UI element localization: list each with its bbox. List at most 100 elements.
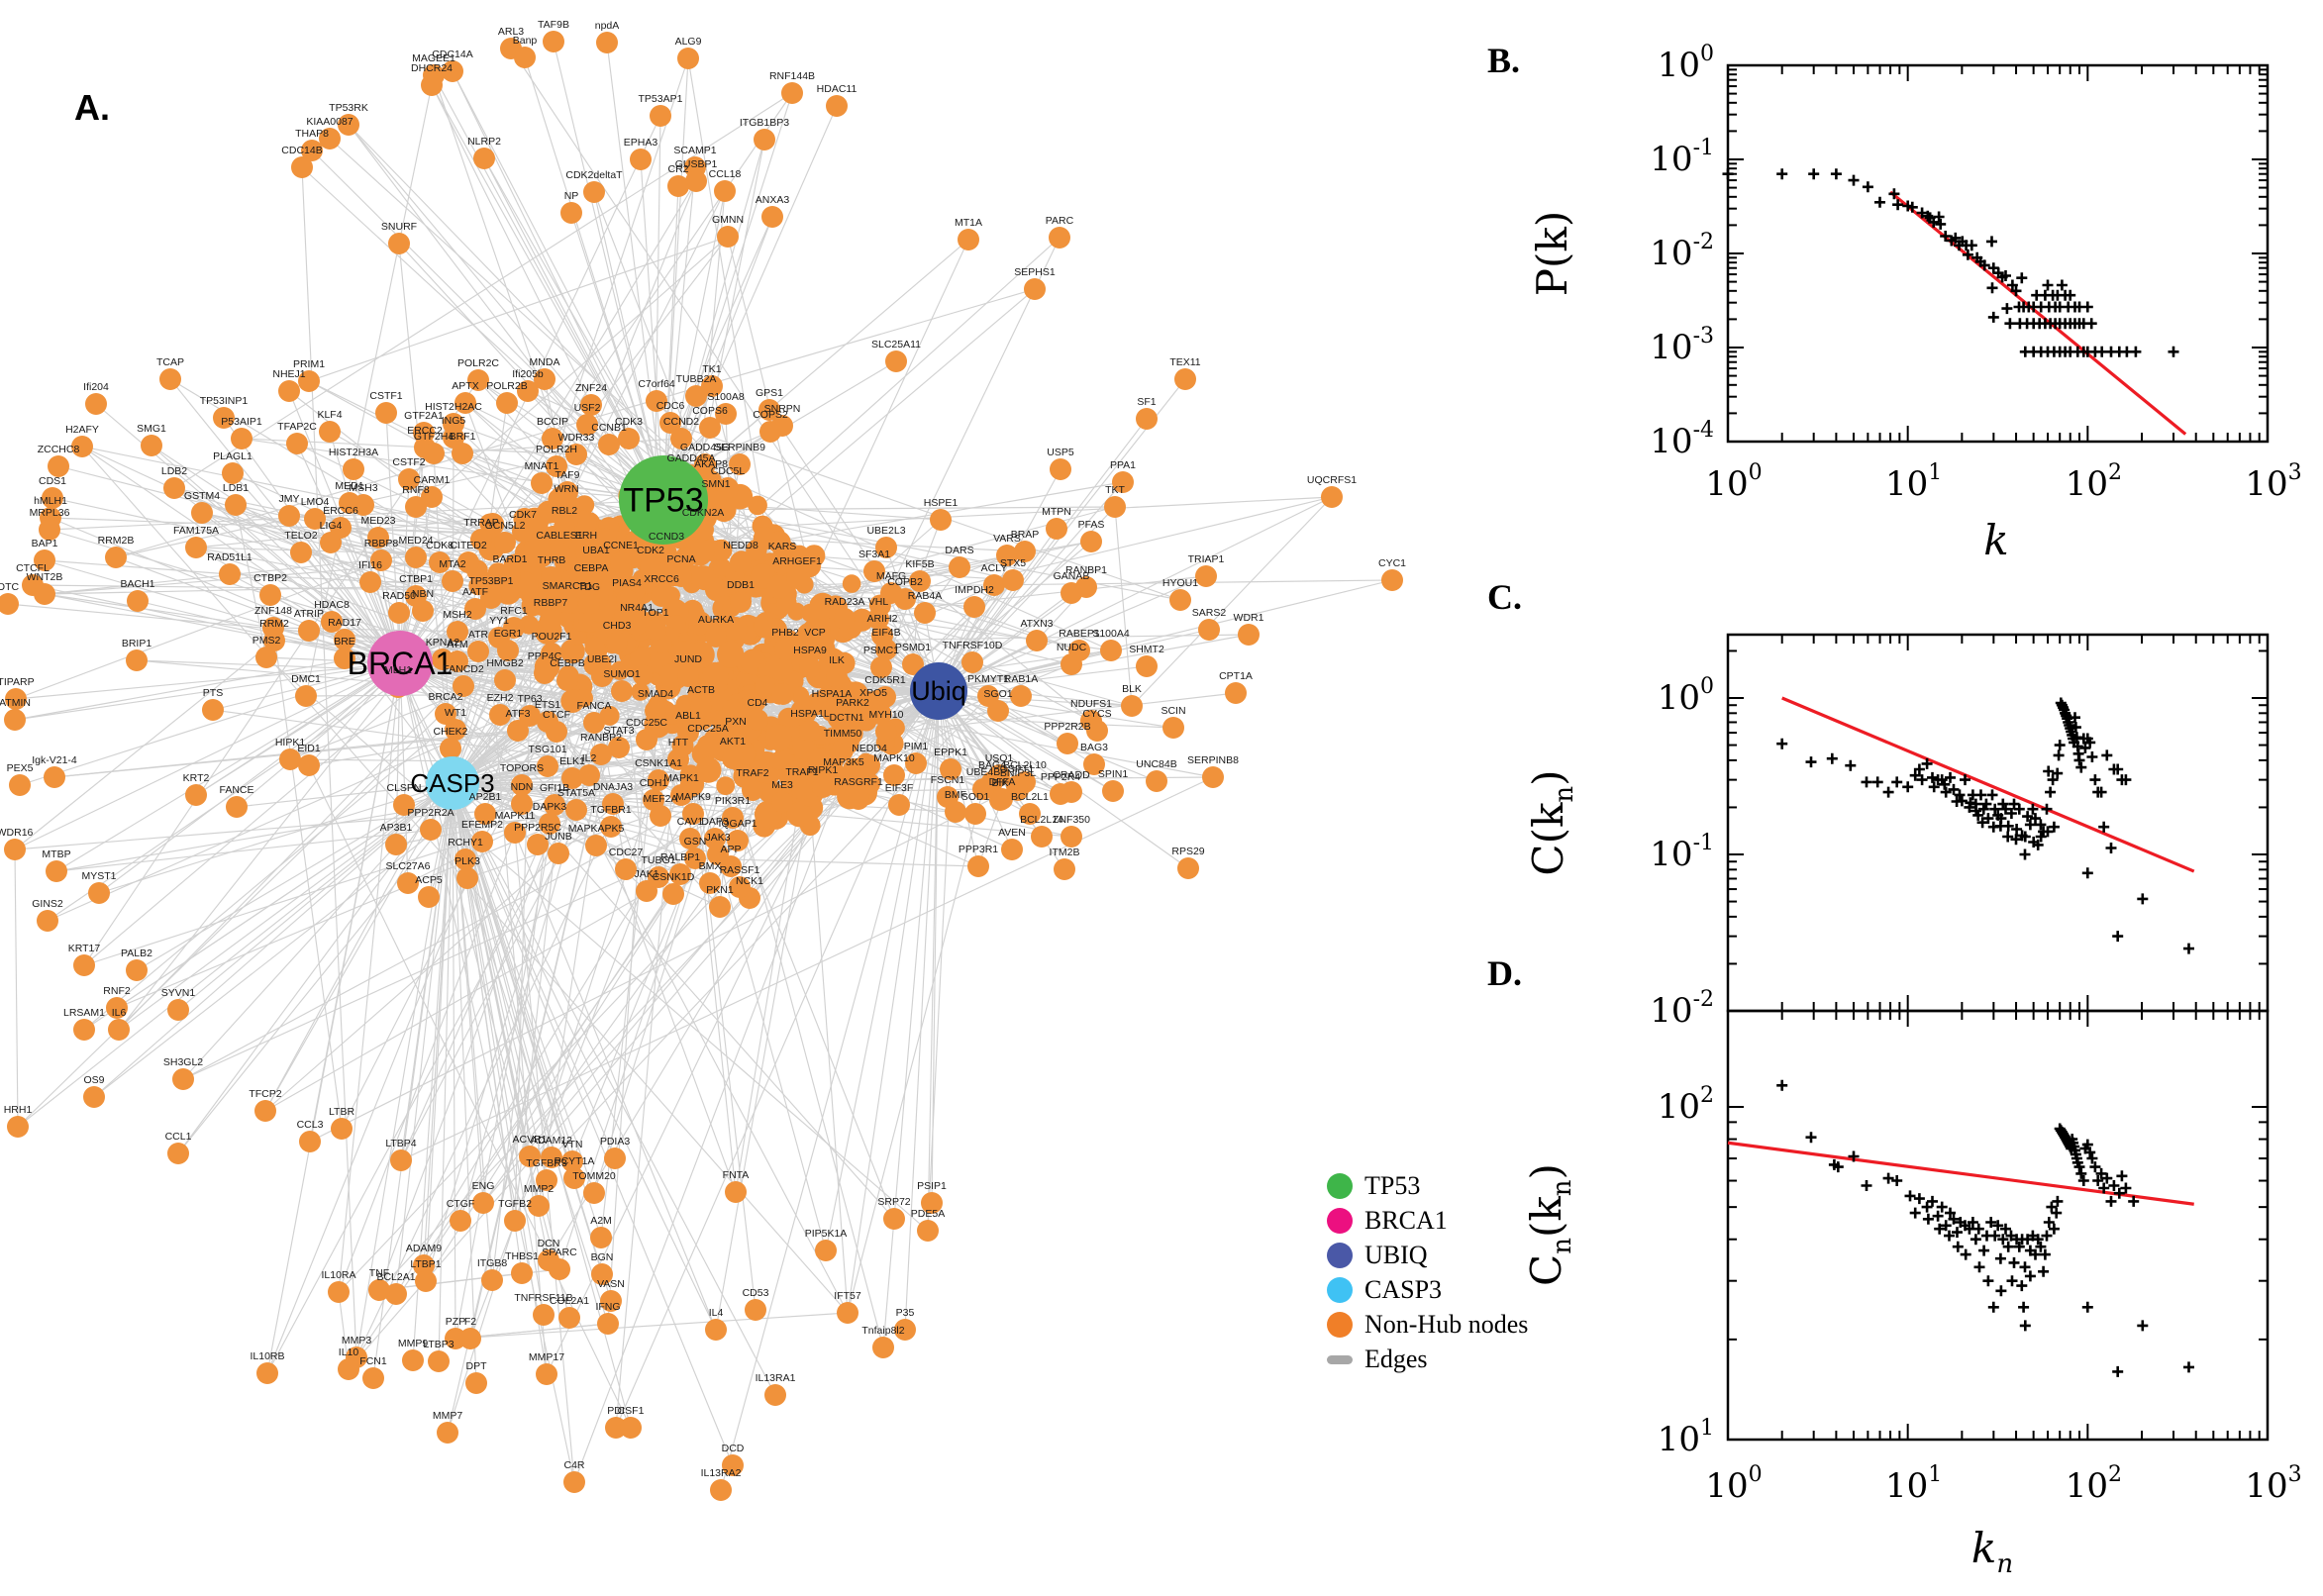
network-node-label: STAT5A bbox=[557, 787, 595, 799]
network-node-label: LTBP3 bbox=[423, 1339, 454, 1350]
network-node bbox=[967, 855, 989, 877]
network-node bbox=[85, 393, 107, 415]
network-node-label: GUSBP1 bbox=[675, 158, 718, 170]
network-node-label: PTS bbox=[203, 687, 223, 699]
network-node bbox=[494, 669, 516, 691]
network-node-label: UBE4B bbox=[966, 766, 1000, 778]
cluster-node bbox=[632, 664, 655, 686]
network-node bbox=[511, 774, 533, 796]
network-node-label: CTCFL bbox=[16, 562, 50, 574]
network-node bbox=[301, 140, 323, 161]
network-node-label: ATXN3 bbox=[1020, 618, 1053, 630]
network-node bbox=[256, 1362, 278, 1384]
network-node bbox=[46, 860, 67, 882]
network-node-label: THRB bbox=[538, 554, 566, 566]
cluster-node bbox=[807, 748, 834, 774]
network-node-label: PPP4C bbox=[528, 650, 562, 662]
network-node bbox=[298, 620, 320, 642]
network-node-label: NDN bbox=[511, 781, 534, 793]
network-node-label: VCP bbox=[804, 627, 826, 639]
network-node-label: IFNG bbox=[595, 1301, 620, 1313]
network-node-label: IL13RA1 bbox=[756, 1372, 796, 1384]
axis-tick-label: 10-1 bbox=[1650, 831, 1714, 874]
network-node bbox=[453, 675, 474, 697]
hub-label-brca1: BRCA1 bbox=[348, 646, 454, 681]
network-node-label: RAB1A bbox=[1004, 673, 1038, 685]
network-node-label: IL10RA bbox=[321, 1269, 355, 1281]
network-node bbox=[141, 435, 162, 456]
network-node-label: RCHY1 bbox=[448, 837, 483, 848]
legend-label: Non-Hub nodes bbox=[1364, 1310, 1529, 1339]
network-node-label: SERPINB8 bbox=[1187, 754, 1239, 766]
network-node bbox=[714, 180, 736, 202]
network-node bbox=[533, 1304, 555, 1326]
axis-tick-label: 102 bbox=[2066, 1462, 2122, 1506]
network-node bbox=[320, 532, 342, 553]
network-node bbox=[546, 455, 567, 477]
network-node-label: ARIH2 bbox=[867, 613, 898, 625]
network-node bbox=[467, 641, 489, 662]
network-node-label: ZNF148 bbox=[254, 605, 292, 617]
cluster-node bbox=[771, 683, 794, 705]
network-node-label: IFT57 bbox=[834, 1290, 861, 1302]
network-node bbox=[590, 744, 612, 765]
cluster-node bbox=[468, 576, 488, 596]
network-hubs-layer: TP53 BRCA1 Ubiq CASP3 bbox=[348, 455, 967, 810]
network-node bbox=[474, 803, 496, 825]
chart-panel-c: 100 10-1 10-2 C(kn​) bbox=[1524, 633, 2270, 1031]
network-node-label: KIF5B bbox=[905, 558, 934, 570]
network-node bbox=[602, 793, 624, 815]
network-node bbox=[1102, 780, 1124, 802]
network-node bbox=[585, 556, 607, 578]
network-node-label: MYST1 bbox=[81, 870, 116, 882]
network-node-label: ATM bbox=[447, 639, 467, 650]
network-node bbox=[443, 427, 464, 449]
network-node-label: RBL2 bbox=[552, 505, 577, 517]
network-node bbox=[730, 591, 752, 613]
network-node bbox=[608, 737, 630, 758]
network-node-label: KPNA2 bbox=[426, 637, 460, 648]
network-node-label: JAK1 bbox=[634, 868, 658, 880]
axis-tick-label: 101 bbox=[1885, 1462, 1942, 1506]
network-node-label: CAV1 bbox=[677, 816, 704, 828]
network-node-label: CDK5R1 bbox=[864, 674, 906, 686]
network-node-label: NEDD4 bbox=[852, 743, 887, 754]
network-node-label: LTBP1 bbox=[410, 1258, 441, 1270]
network-node bbox=[875, 639, 897, 660]
network-node-label: CSTF1 bbox=[369, 390, 402, 402]
network-node bbox=[359, 571, 381, 593]
network-node bbox=[1024, 278, 1046, 300]
network-node-label: PPP2R2A bbox=[407, 807, 454, 819]
network-node bbox=[815, 1240, 837, 1261]
network-node bbox=[715, 403, 737, 425]
network-node bbox=[531, 472, 553, 494]
network-node-label: GTF2H4 bbox=[414, 431, 454, 443]
network-node bbox=[1014, 541, 1036, 562]
network-node-label: PXN bbox=[725, 716, 747, 728]
network-node bbox=[321, 611, 343, 633]
network-node bbox=[883, 1208, 905, 1230]
cluster-node bbox=[842, 574, 861, 593]
cluster-node bbox=[803, 545, 826, 567]
network-node-label: TGFBR1 bbox=[590, 804, 632, 816]
network-node-label: POLR2C bbox=[457, 357, 499, 369]
network-node-label: DARS bbox=[945, 545, 973, 556]
network-node-label: S100A8 bbox=[707, 391, 745, 403]
network-node bbox=[1136, 655, 1158, 677]
axis-title: Cn​(kn​) bbox=[1522, 1163, 1577, 1286]
cluster-node bbox=[755, 675, 776, 697]
network-node bbox=[679, 828, 701, 849]
network-node-label: CCND3 bbox=[649, 531, 684, 543]
legend-dot-swatch bbox=[1327, 1173, 1353, 1199]
network-node-label: UBA1 bbox=[582, 545, 610, 556]
network-node bbox=[549, 542, 570, 563]
network-node-label: RNF2 bbox=[103, 985, 131, 997]
network-node bbox=[34, 549, 55, 571]
network-node-label: PFAS bbox=[1078, 519, 1105, 531]
network-node-label: UBE2L3 bbox=[866, 525, 905, 537]
network-node bbox=[580, 574, 602, 596]
network-node bbox=[1202, 766, 1224, 788]
network-node-label: BRIP1 bbox=[122, 638, 152, 649]
network-node-label: CSNK1D bbox=[653, 871, 695, 883]
